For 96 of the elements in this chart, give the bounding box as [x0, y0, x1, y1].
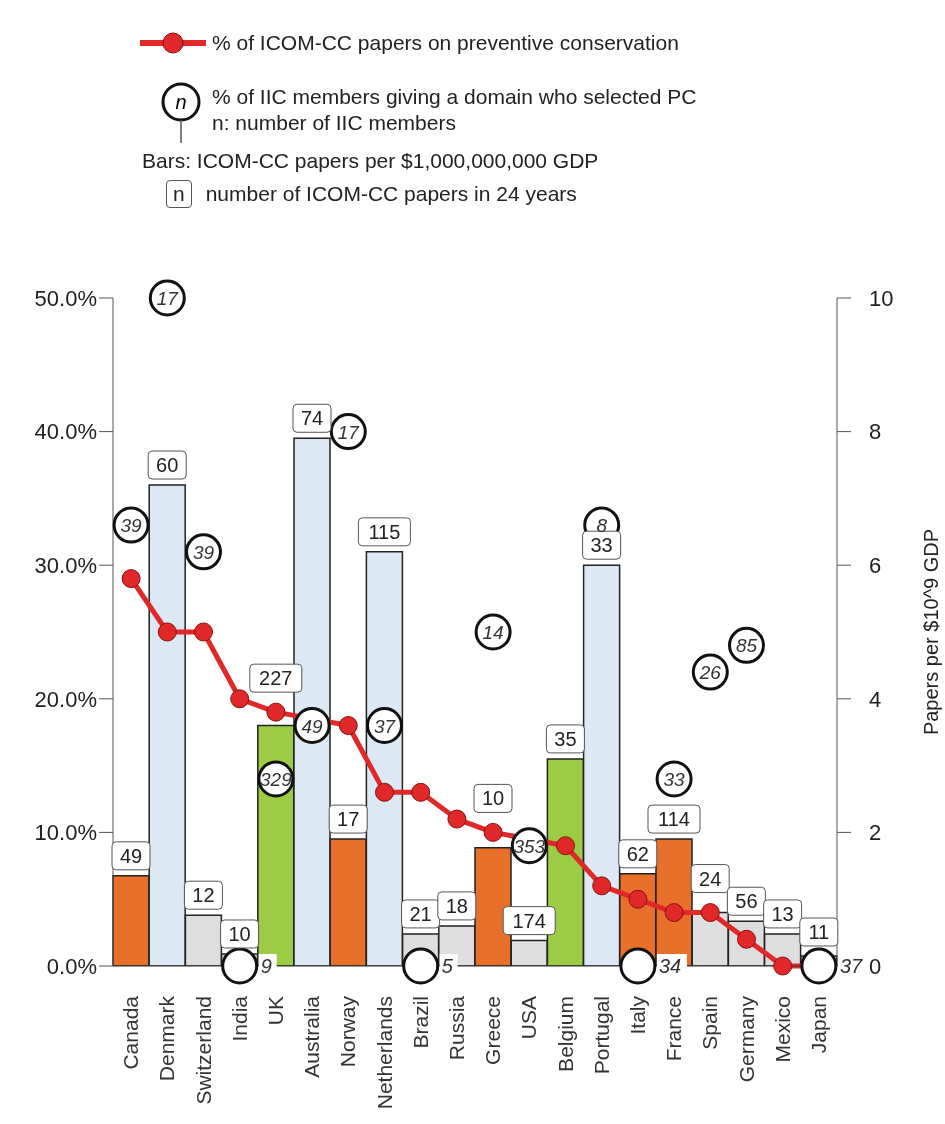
point: [194, 622, 213, 642]
annotation: 8: [596, 515, 608, 537]
point: [592, 876, 612, 896]
x-tick-label: Belgium: [553, 996, 577, 1072]
x-tick-label: Japan: [806, 996, 830, 1054]
point: [773, 956, 793, 976]
x-tick-label: Mexico: [770, 996, 794, 1063]
y2-tick-label: 4: [869, 686, 882, 712]
point: [483, 822, 503, 842]
annotation: 14: [482, 622, 504, 643]
annotation: 17: [156, 288, 180, 309]
point: [266, 702, 286, 722]
legend-label: % of IIC members giving a domain who selected PC: [212, 84, 697, 110]
x-tick-label: Russia: [444, 995, 468, 1061]
y-tick-label: 0.0%: [46, 953, 97, 979]
point: [800, 947, 838, 985]
text: Bars: ICOM-CC papers per $1,000,000,000 GDP: [142, 148, 600, 174]
annotation: 39: [192, 541, 215, 563]
y2-tick-label: 6: [869, 553, 882, 579]
point: [664, 903, 684, 923]
x-tick-label: India: [227, 995, 251, 1042]
annotation: 115: [368, 520, 401, 543]
annotation: 353: [513, 835, 546, 857]
x-tick-label: Denmark: [155, 995, 179, 1082]
annotation: 49: [119, 844, 143, 867]
annotation: 74: [300, 407, 324, 430]
x-tick-label: Switzerland: [191, 996, 215, 1105]
point: [556, 836, 575, 856]
y-tick-label: 10.0%: [34, 820, 97, 846]
annotation: 174: [512, 909, 546, 932]
x-tick-label: Portugal: [589, 996, 613, 1075]
point: [402, 947, 440, 985]
y2-tick-label: 8: [869, 419, 882, 445]
y-tick-label: 30.0%: [34, 553, 97, 579]
x-tick-label: France: [662, 996, 686, 1062]
x-tick-label: Italy: [625, 995, 649, 1035]
annotation: 227: [259, 667, 293, 690]
y2-tick-label: 10: [869, 285, 894, 311]
x-tick-label: Australia: [300, 995, 324, 1078]
point: [121, 569, 141, 589]
x-tick-label: Spain: [698, 996, 722, 1050]
x-tick-label: Norway: [336, 995, 360, 1068]
annotation: 24: [699, 867, 722, 890]
x-tick-label: Netherlands: [372, 996, 396, 1110]
annotation: 62: [626, 842, 649, 865]
x-tick-label: USA: [517, 996, 541, 1040]
annotation: 9: [260, 955, 272, 977]
point: [700, 903, 720, 923]
annotation: 37: [373, 715, 397, 737]
y-tick-label: 50.0%: [34, 285, 97, 311]
annotation: 17: [337, 808, 360, 831]
annotation: 12: [192, 884, 215, 907]
annotation: 34: [658, 955, 682, 977]
y2-tick-label: 2: [869, 820, 882, 846]
text: n: [175, 91, 187, 113]
x-tick-label: Greece: [481, 996, 505, 1065]
annotation: 114: [658, 808, 690, 831]
text: number of ICOM-CC papers in 24 years: [205, 181, 577, 207]
annotation: 37: [839, 955, 864, 977]
y2-axis-title: Papers per $10^9 GDP: [920, 528, 943, 736]
annotation: 56: [735, 890, 758, 913]
annotation: 85: [735, 635, 758, 657]
point: [375, 782, 394, 802]
x-tick-label: Germany: [734, 995, 758, 1083]
text: n: [166, 180, 192, 208]
point: [447, 809, 467, 829]
annotation: 18: [445, 894, 468, 917]
text: n: number of IIC members: [212, 110, 457, 136]
legend-label: % of ICOM-CC papers on preventive conservation: [212, 30, 679, 56]
annotation: 11: [808, 921, 830, 943]
point: [221, 947, 259, 985]
annotation: 33: [663, 768, 686, 790]
x-tick-label: Brazil: [408, 996, 432, 1049]
y-tick-label: 20.0%: [34, 686, 97, 712]
x-tick-label: UK: [263, 996, 287, 1026]
annotation: 26: [698, 662, 722, 684]
point: [230, 689, 250, 709]
annotation: 5: [441, 955, 454, 977]
annotation: 49: [301, 715, 324, 737]
point: [338, 716, 358, 736]
x-tick-label: Canada: [119, 995, 143, 1070]
annotation: 39: [120, 515, 143, 537]
point: [619, 947, 657, 985]
point: [411, 782, 431, 802]
annotation: 10: [228, 922, 251, 945]
annotation: 21: [409, 902, 432, 925]
y2-tick-label: 0: [869, 953, 882, 979]
point: [628, 889, 648, 909]
annotation: 10: [481, 787, 505, 810]
annotation: 33: [590, 534, 613, 557]
annotation: 13: [771, 902, 794, 925]
annotation: 35: [554, 727, 577, 750]
y-tick-label: 40.0%: [34, 419, 97, 445]
annotation: 17: [337, 421, 361, 443]
annotation: 60: [156, 454, 179, 477]
point: [157, 622, 177, 642]
